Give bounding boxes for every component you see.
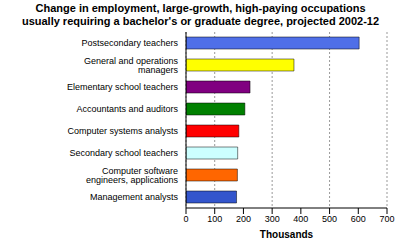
svg-text:300: 300 <box>265 214 280 224</box>
svg-text:Postsecondary teachers: Postsecondary teachers <box>81 38 178 48</box>
svg-text:General and operationsmanagers: General and operationsmanagers <box>84 56 179 75</box>
svg-text:Secondary school teachers: Secondary school teachers <box>69 148 178 158</box>
svg-text:200: 200 <box>236 214 251 224</box>
svg-text:Management analysts: Management analysts <box>90 192 179 202</box>
svg-text:Elementary school teachers: Elementary school teachers <box>67 82 179 92</box>
svg-text:Thousands: Thousands <box>260 229 314 238</box>
svg-text:100: 100 <box>207 214 222 224</box>
svg-text:0: 0 <box>183 214 188 224</box>
svg-text:Computer softwareengineers, ap: Computer softwareengineers, applications <box>86 166 179 185</box>
svg-text:Computer systems analysts: Computer systems analysts <box>67 126 178 136</box>
svg-text:700: 700 <box>379 214 393 224</box>
html-text:usually requiring a bachelor's: usually requiring a bachelor's or gradua… <box>21 15 380 27</box>
svg-text:400: 400 <box>293 214 308 224</box>
svg-text:500: 500 <box>322 214 337 224</box>
html-text:Change in employment, large-gr: Change in employment, large-growth, high… <box>35 2 366 14</box>
svg-text:600: 600 <box>351 214 366 224</box>
svg-text:Accountants and auditors: Accountants and auditors <box>76 104 178 114</box>
